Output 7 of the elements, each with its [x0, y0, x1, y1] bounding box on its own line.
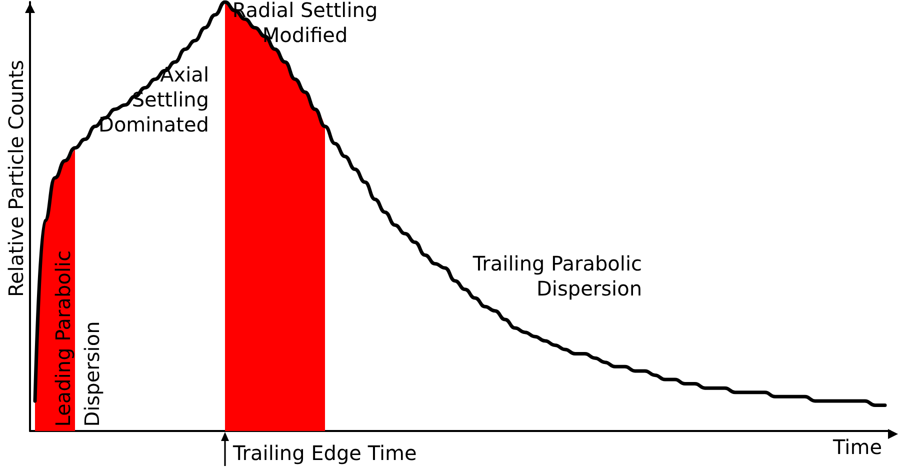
- annotation: Radial Settling Modified: [232, 0, 378, 48]
- annotation: Trailing Parabolic Dispersion: [472, 251, 642, 300]
- annotation: Dispersion: [80, 321, 104, 427]
- y-axis-title: Relative Particle Counts: [4, 60, 28, 297]
- x-axis-title: Time: [832, 435, 882, 459]
- text: Trailing Edge Time: [232, 441, 417, 465]
- annotation: Leading Parabolic: [51, 250, 75, 427]
